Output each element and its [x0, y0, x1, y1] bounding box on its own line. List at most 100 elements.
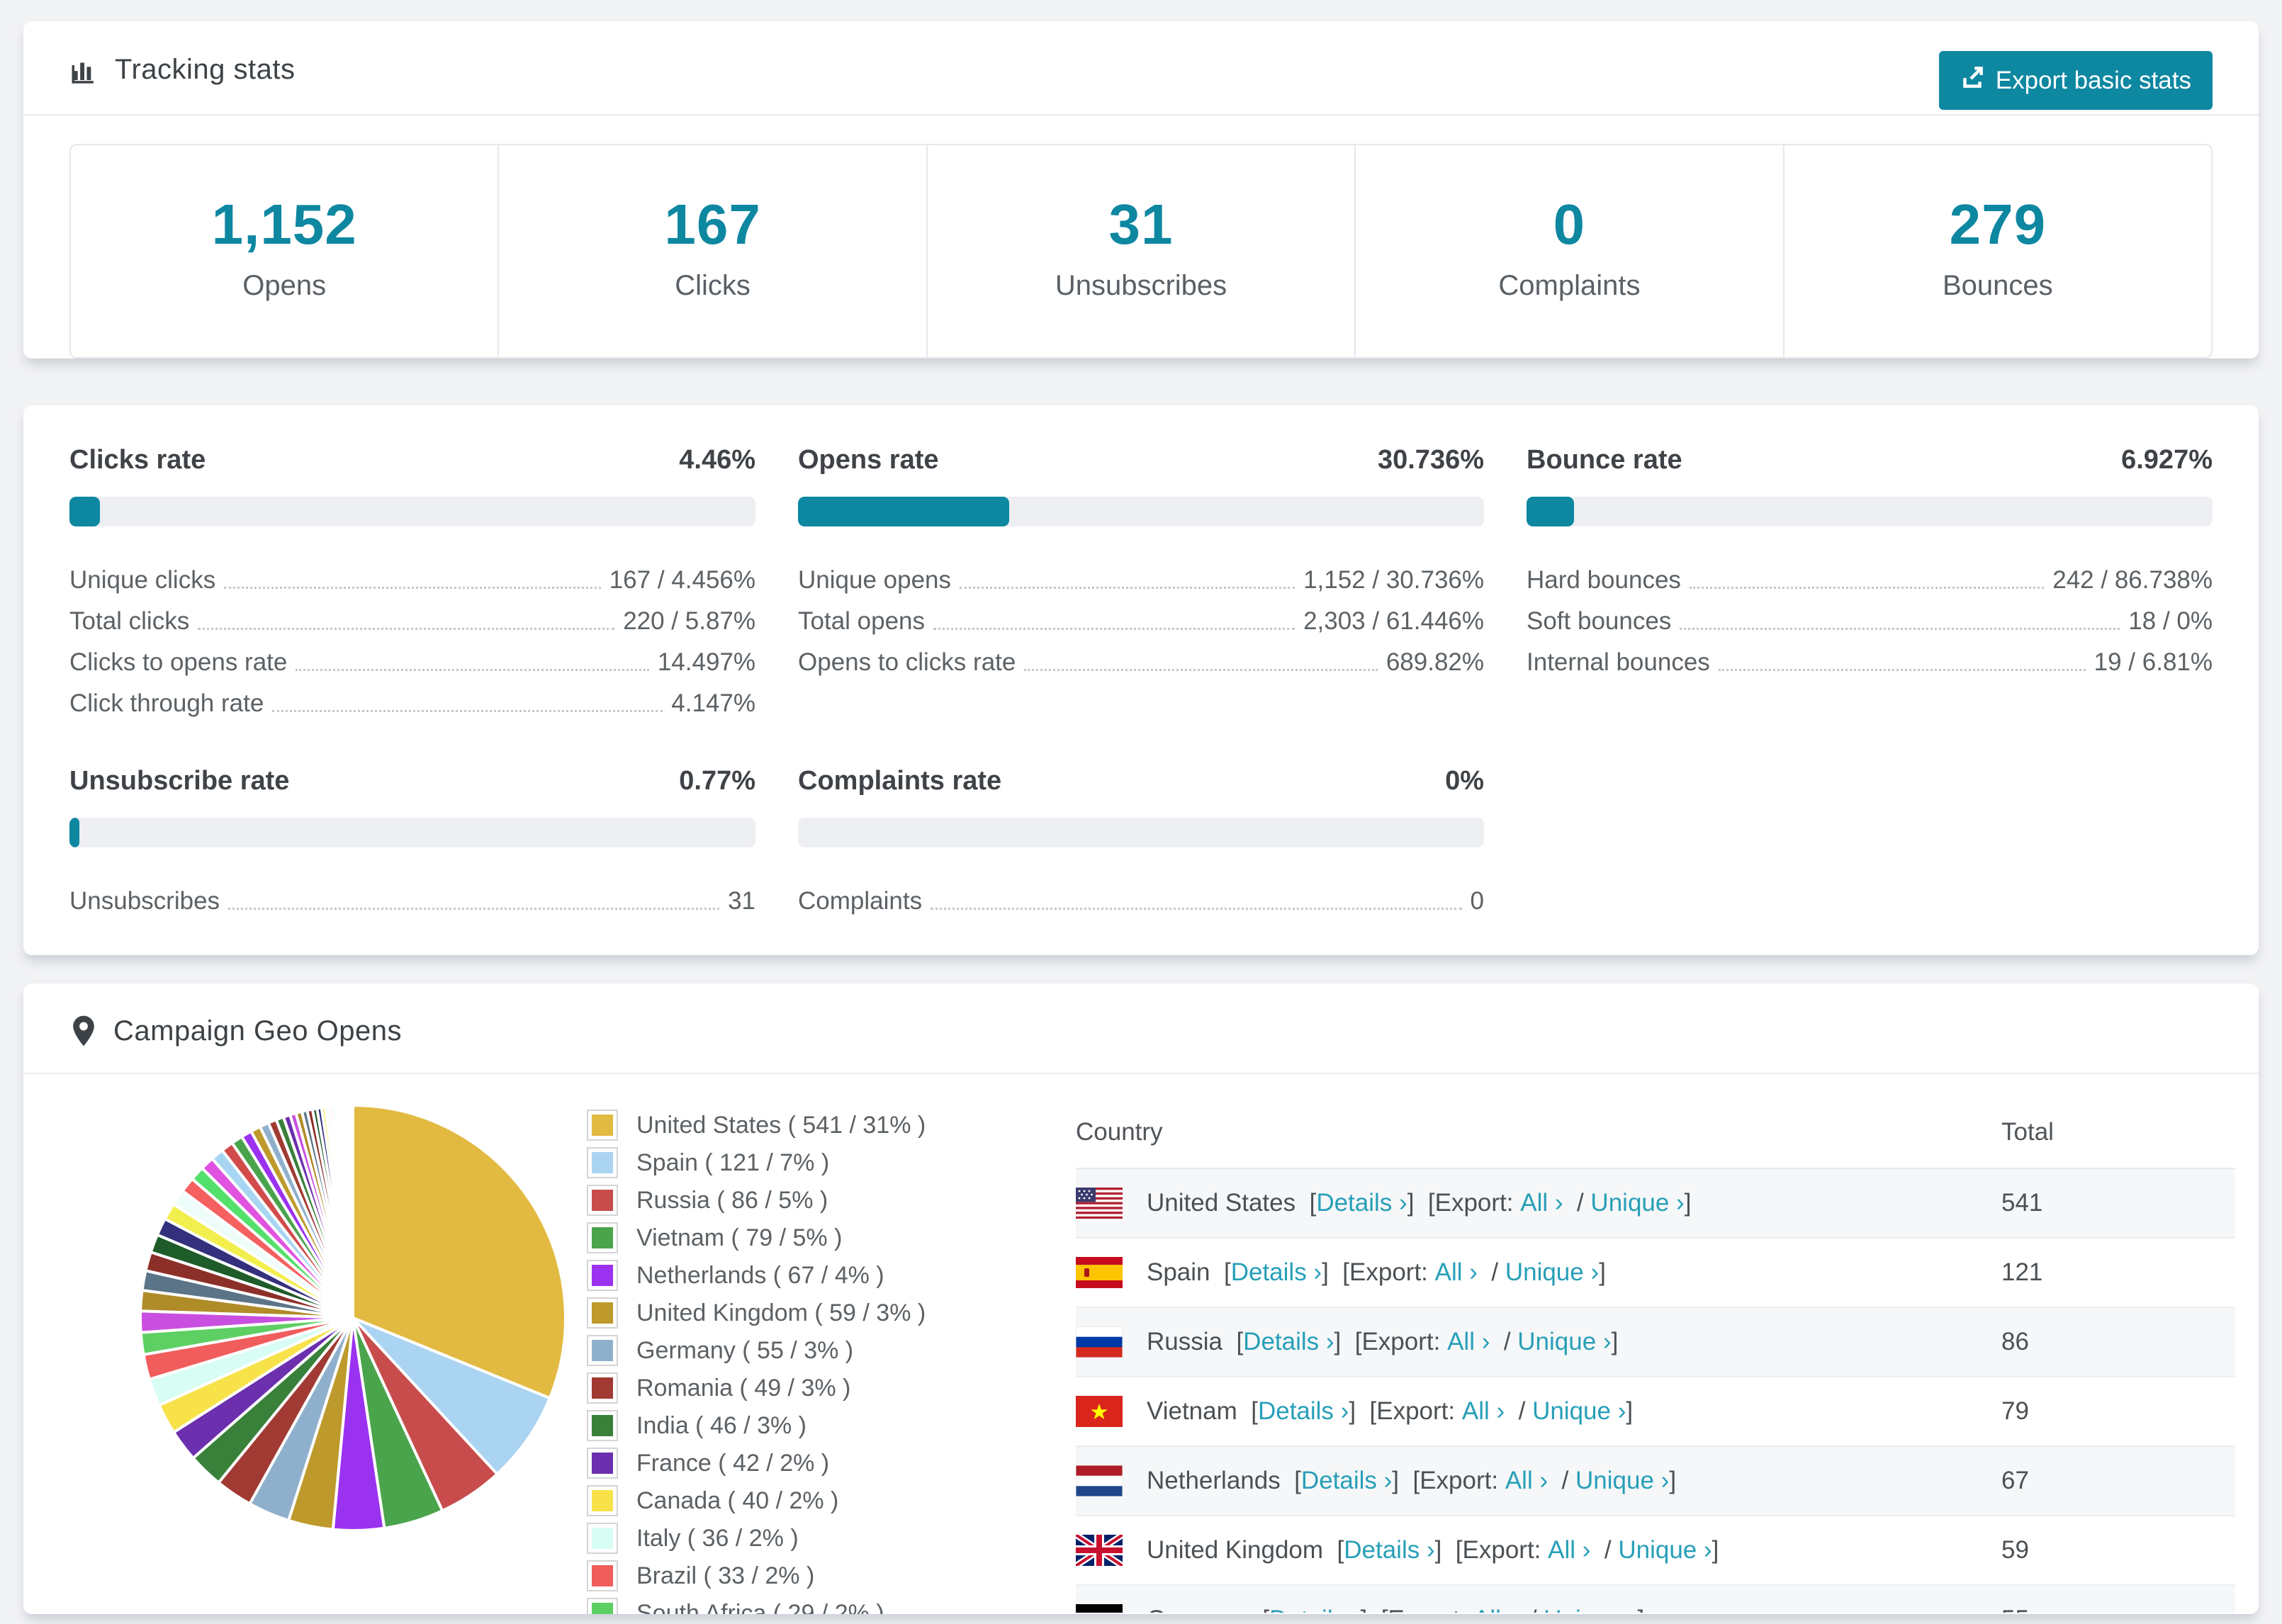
geo-table: Country Total United States [Details ›] …	[1076, 1098, 2235, 1613]
geo-table-row: United Kingdom [Details ›] [Export: All …	[1076, 1516, 2235, 1586]
rate-detail-row: Unique clicks 167 / 4.456%	[69, 556, 755, 597]
rate-detail-value: 2,303 / 61.446%	[1303, 607, 1484, 635]
geo-header: Campaign Geo Opens	[23, 1015, 2259, 1073]
export-all-link[interactable]: All ›	[1434, 1258, 1478, 1286]
page-title: Tracking stats	[115, 54, 296, 85]
export-button-label: Export basic stats	[1995, 66, 2191, 94]
header-divider	[23, 114, 2259, 115]
rate-detail-value: 242 / 86.738%	[2052, 566, 2213, 594]
export-unique-link[interactable]: Unique ›	[1517, 1328, 1612, 1355]
flag-icon-de	[1076, 1604, 1123, 1613]
legend-swatch	[587, 1335, 618, 1366]
legend-label: France ( 42 / 2% )	[636, 1449, 830, 1477]
export-unique-link[interactable]: Unique ›	[1505, 1258, 1600, 1286]
details-link[interactable]: Details ›	[1243, 1328, 1334, 1355]
legend-item: Canada ( 40 / 2% )	[587, 1485, 1076, 1516]
legend-swatch	[587, 1185, 618, 1216]
rate-section: Opens rate 30.736% Unique opens 1,152 / …	[798, 445, 1484, 721]
details-link[interactable]: Details ›	[1269, 1606, 1360, 1613]
rate-detail-row: Complaints 0	[798, 877, 1484, 918]
dotted-leader	[224, 587, 601, 589]
legend-swatch	[587, 1410, 618, 1441]
summary-stat-label: Bounces	[1942, 270, 2053, 301]
export-all-link[interactable]: All ›	[1548, 1536, 1591, 1564]
legend-swatch	[587, 1110, 618, 1141]
rate-progress-fill	[69, 497, 101, 526]
export-all-link[interactable]: All ›	[1520, 1189, 1563, 1217]
summary-stat-label: Opens	[242, 270, 327, 301]
tracking-stats-header: Tracking stats Export basic stats	[23, 21, 2259, 114]
rates-card: Clicks rate 4.46% Unique clicks 167 / 4.…	[23, 405, 2259, 955]
export-unique-link[interactable]: Unique ›	[1544, 1606, 1637, 1613]
rate-progress-bar	[69, 497, 755, 526]
flag-icon-us	[1076, 1188, 1123, 1219]
rate-detail-row: Hard bounces 242 / 86.738%	[1527, 556, 2213, 597]
export-basic-stats-button[interactable]: Export basic stats	[1938, 51, 2213, 110]
details-link[interactable]: Details ›	[1300, 1467, 1393, 1494]
export-unique-link[interactable]: Unique ›	[1590, 1189, 1685, 1217]
rate-value: 30.736%	[1377, 445, 1484, 475]
country-name: United States	[1147, 1189, 1296, 1217]
dotted-leader	[1689, 587, 2045, 589]
export-unique-link[interactable]: Unique ›	[1618, 1536, 1712, 1564]
legend-item: France ( 42 / 2% )	[587, 1448, 1076, 1479]
country-total: 79	[2001, 1377, 2235, 1447]
details-link[interactable]: Details ›	[1344, 1536, 1435, 1564]
summary-stat-cell: 167 Clicks	[498, 145, 926, 357]
flag-icon-nl	[1076, 1465, 1123, 1496]
rate-detail-label: Total opens	[798, 607, 926, 635]
legend-label: Spain ( 121 / 7% )	[636, 1149, 830, 1176]
bar-chart-icon	[69, 55, 99, 85]
geo-table-row: Germany [Details ›] [Export: All › / Uni…	[1076, 1585, 2235, 1613]
export-all-link[interactable]: All ›	[1447, 1328, 1490, 1355]
legend-label: United States ( 541 / 31% )	[636, 1111, 926, 1139]
country-total: 59	[2001, 1516, 2235, 1586]
details-link[interactable]: Details ›	[1257, 1397, 1349, 1425]
geo-table-row: Spain [Details ›] [Export: All › / Uniqu…	[1076, 1238, 2235, 1308]
summary-stat-label: Complaints	[1498, 270, 1641, 301]
country-name: Vietnam	[1147, 1397, 1237, 1425]
rate-detail-value: 31	[728, 887, 755, 915]
rate-section: Bounce rate 6.927% Hard bounces 242 / 86…	[1527, 445, 2213, 721]
country-name: Spain	[1147, 1258, 1210, 1286]
flag-icon-es	[1076, 1257, 1123, 1288]
geo-body: United States ( 541 / 31% ) Spain ( 121 …	[23, 1074, 2259, 1614]
pie-slice	[350, 1103, 354, 1319]
dotted-leader	[296, 669, 649, 671]
legend-label: United Kingdom ( 59 / 3% )	[636, 1299, 926, 1326]
geo-title: Campaign Geo Opens	[113, 1015, 403, 1047]
geo-header-divider	[23, 1073, 2259, 1074]
legend-item: Brazil ( 33 / 2% )	[587, 1560, 1076, 1591]
column-header-total: Total	[2001, 1098, 2235, 1169]
campaign-geo-opens-card: Campaign Geo Opens United States ( 541 /…	[23, 983, 2259, 1614]
export-icon	[1960, 65, 1984, 96]
geo-table-container: Country Total United States [Details ›] …	[1076, 1098, 2235, 1613]
country-total: 67	[2001, 1446, 2235, 1516]
rate-section: Complaints rate 0% Complaints 0	[798, 766, 1484, 918]
legend-label: South Africa ( 29 / 2% )	[636, 1599, 884, 1615]
flag-icon-ru	[1076, 1326, 1123, 1358]
column-header-country: Country	[1076, 1098, 2001, 1169]
rate-detail-label: Unique opens	[798, 566, 951, 594]
details-link[interactable]: Details ›	[1316, 1189, 1407, 1217]
country-name: Germany	[1147, 1606, 1249, 1613]
rate-title: Opens rate	[798, 445, 939, 475]
export-all-link[interactable]: All ›	[1473, 1606, 1516, 1613]
rate-detail-value: 1,152 / 30.736%	[1303, 566, 1484, 594]
dotted-leader	[931, 908, 1462, 910]
legend-label: Russia ( 86 / 5% )	[636, 1186, 828, 1214]
export-unique-link[interactable]: Unique ›	[1532, 1397, 1626, 1425]
rate-detail-row: Unique opens 1,152 / 30.736%	[798, 556, 1484, 597]
details-link[interactable]: Details ›	[1230, 1258, 1322, 1286]
export-all-link[interactable]: All ›	[1505, 1467, 1548, 1494]
dotted-leader	[960, 587, 1295, 589]
rate-detail-label: Unique clicks	[69, 566, 216, 594]
export-all-link[interactable]: All ›	[1461, 1397, 1505, 1425]
summary-stat-cell: 279 Bounces	[1782, 145, 2211, 357]
export-unique-link[interactable]: Unique ›	[1575, 1467, 1670, 1494]
rate-detail-label: Soft bounces	[1527, 607, 1672, 635]
legend-swatch	[587, 1598, 618, 1614]
legend-swatch	[587, 1260, 618, 1291]
rate-progress-bar	[798, 497, 1484, 526]
rate-detail-label: Click through rate	[69, 689, 264, 717]
